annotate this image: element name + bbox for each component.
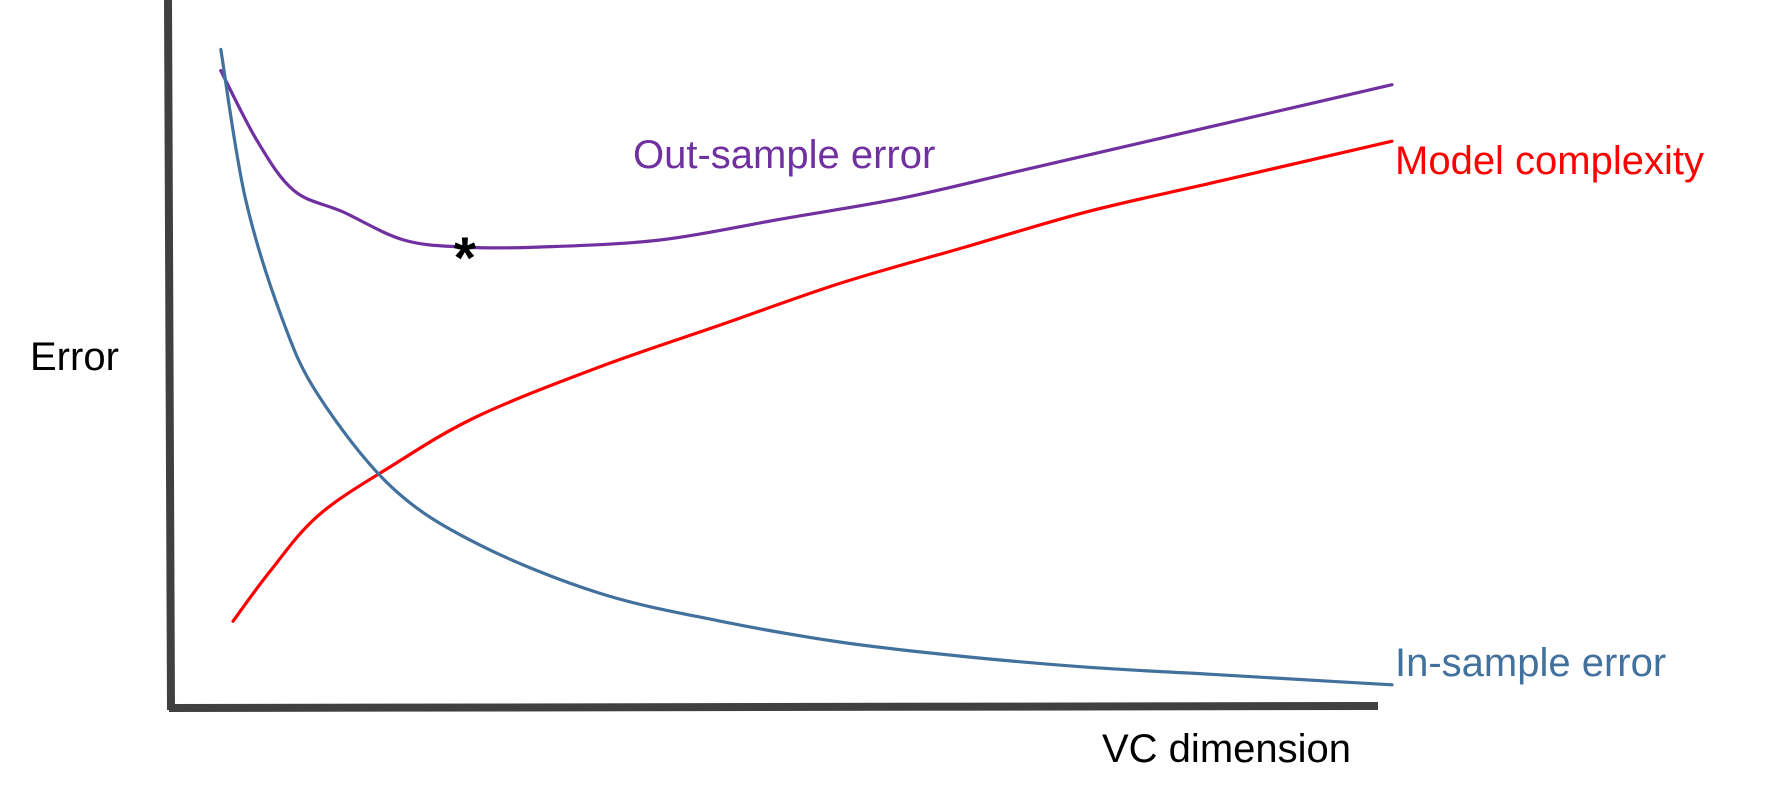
axes	[164, 0, 1379, 712]
series-label-in-sample: In-sample error	[1395, 641, 1666, 685]
x-axis-label: VC dimension	[1102, 727, 1351, 771]
series-label-model-complexity: Model complexity	[1395, 139, 1704, 183]
minimum-marker: *	[454, 226, 477, 291]
series-label-out-sample: Out-sample error	[633, 133, 935, 177]
series-line-out-sample-error	[219, 69, 1394, 250]
series-line-in-sample-error	[219, 47, 1394, 687]
series-line-model-complexity	[231, 139, 1394, 623]
series-layer	[219, 47, 1394, 687]
y-axis-label: Error	[30, 335, 119, 379]
x-axis	[168, 702, 1379, 712]
y-axis	[164, 0, 175, 711]
